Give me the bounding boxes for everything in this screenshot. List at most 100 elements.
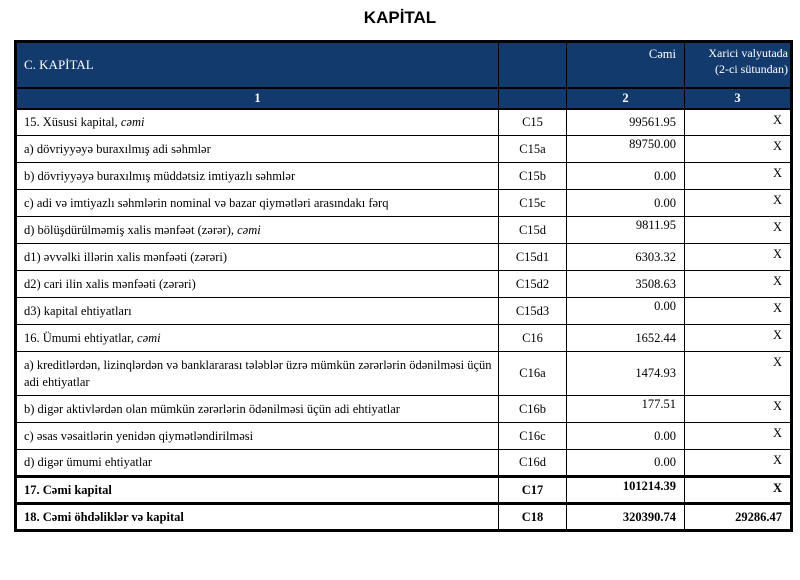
row-label-text: 15. Xüsusi kapital, [24, 114, 121, 129]
row-label-text: a) dövriyyəyə buraxılmış adi səhmlər [24, 141, 211, 156]
row-total: 3508.63 [566, 270, 685, 298]
row-foreign: X [684, 449, 792, 477]
total-header-cell: Cəmi [566, 41, 685, 89]
row-total: 0.00 [566, 422, 685, 450]
row-label-text: d) digər ümumi ehtiyatlar [24, 455, 153, 470]
row-label-text: d3) kapital ehtiyatları [24, 303, 132, 318]
column-number-3: 3 [684, 87, 792, 110]
row-label: 16. Ümumi ehtiyatlar, cəmi [15, 324, 499, 352]
table-row: a) kreditlərdən, lizinqlərdən və banklar… [15, 351, 792, 396]
table-row: d2) cari ilin xalis mənfəəti (zərəri) C1… [15, 270, 792, 298]
row-code: C16b [498, 395, 567, 423]
row-label: 18. Cəmi öhdəliklər və kapital [15, 502, 499, 531]
row-code: C15 [498, 108, 567, 136]
row-label: d3) kapital ehtiyatları [15, 297, 499, 325]
row-foreign: X [684, 324, 792, 352]
table-row: d) digər ümumi ehtiyatlar C16d 0.00 X [15, 449, 792, 477]
row-total: 0.00 [566, 297, 685, 325]
row-total: 1474.93 [566, 351, 685, 396]
table-row: 15. Xüsusi kapital, cəmi C15 99561.95 X [15, 108, 792, 136]
row-total: 9811.95 [566, 216, 685, 244]
row-code: C15c [498, 189, 567, 217]
row-foreign: X [684, 135, 792, 163]
column-number-2: 2 [566, 87, 685, 110]
row-code: C15b [498, 162, 567, 190]
row-label-italic: cəmi [120, 114, 145, 129]
row-label-text: b) digər aktivlərdən olan mümkün zərərlə… [24, 401, 400, 416]
table-row: b) digər aktivlərdən olan mümkün zərərlə… [15, 395, 792, 423]
row-foreign: X [684, 475, 792, 504]
row-total: 89750.00 [566, 135, 685, 163]
row-label: d) digər ümumi ehtiyatlar [15, 449, 499, 477]
row-code: C16d [498, 449, 567, 477]
row-label-italic: cəmi [237, 222, 261, 237]
row-total: 101214.39 [566, 475, 685, 504]
row-label: c) əsas vəsaitlərin yenidən qiymətləndir… [15, 422, 499, 450]
row-label-text: b) dövriyyəyə buraxılmış müddətsiz imtiy… [24, 168, 296, 183]
row-label: a) kreditlərdən, lizinqlərdən və banklar… [15, 351, 499, 396]
row-label: b) dövriyyəyə buraxılmış müddətsiz imtiy… [15, 162, 499, 190]
row-label-text: 17. Cəmi kapital [24, 482, 112, 497]
row-code: C15d3 [498, 297, 567, 325]
row-total: 320390.74 [566, 502, 685, 531]
row-foreign: X [684, 108, 792, 136]
row-label-italic: cəmi [137, 330, 161, 345]
column-number-empty [498, 87, 567, 110]
row-label-text: 16. Ümumi ehtiyatlar, [24, 330, 138, 345]
row-code: C18 [498, 502, 567, 531]
row-label: d1) əvvəlki illərin xalis mənfəəti (zərə… [15, 243, 499, 271]
header-row-numbers: 1 2 3 [15, 87, 792, 110]
foreign-header-line1: Xarici valyutada [708, 46, 788, 60]
row-foreign: X [684, 189, 792, 217]
header-row-titles: C. KAPİTAL Cəmi Xarici valyutada (2-ci s… [15, 41, 792, 89]
row-label: 15. Xüsusi kapital, cəmi [15, 108, 499, 136]
row-code: C16a [498, 351, 567, 396]
kapital-table: C. KAPİTAL Cəmi Xarici valyutada (2-ci s… [14, 40, 793, 532]
row-foreign: X [684, 351, 792, 396]
row-foreign: X [684, 422, 792, 450]
row-code: C16c [498, 422, 567, 450]
table-row: d1) əvvəlki illərin xalis mənfəəti (zərə… [15, 243, 792, 271]
row-foreign: X [684, 216, 792, 244]
row-total: 0.00 [566, 189, 685, 217]
page-title: KAPİTAL [363, 8, 437, 27]
table-row: d) bölüşdürülməmiş xalis mənfəət (zərər)… [15, 216, 792, 244]
row-code: C16 [498, 324, 567, 352]
row-total: 99561.95 [566, 108, 685, 136]
table-row-total-capital: 17. Cəmi kapital C17 101214.39 X [15, 475, 792, 504]
row-foreign: X [684, 395, 792, 423]
foreign-header-cell: Xarici valyutada (2-ci sütundan) [684, 41, 792, 89]
row-label: d2) cari ilin xalis mənfəəti (zərəri) [15, 270, 499, 298]
row-code: C15a [498, 135, 567, 163]
row-code: C17 [498, 475, 567, 504]
row-label: b) digər aktivlərdən olan mümkün zərərlə… [15, 395, 499, 423]
row-total: 6303.32 [566, 243, 685, 271]
row-total: 0.00 [566, 449, 685, 477]
row-label-text: a) kreditlərdən, lizinqlərdən və banklar… [24, 357, 492, 389]
row-label-text: d2) cari ilin xalis mənfəəti (zərəri) [24, 276, 196, 291]
row-foreign: X [684, 162, 792, 190]
row-total: 0.00 [566, 162, 685, 190]
row-label: c) adi və imtiyazlı səhmlərin nominal və… [15, 189, 499, 217]
row-label-text: c) əsas vəsaitlərin yenidən qiymətləndir… [24, 428, 254, 443]
row-foreign: 29286.47 [684, 502, 792, 531]
row-label: d) bölüşdürülməmiş xalis mənfəət (zərər)… [15, 216, 499, 244]
row-label: a) dövriyyəyə buraxılmış adi səhmlər [15, 135, 499, 163]
row-total: 1652.44 [566, 324, 685, 352]
row-foreign: X [684, 270, 792, 298]
table-row: a) dövriyyəyə buraxılmış adi səhmlər C15… [15, 135, 792, 163]
table-row: d3) kapital ehtiyatları C15d3 0.00 X [15, 297, 792, 325]
row-code: C15d2 [498, 270, 567, 298]
row-foreign: X [684, 297, 792, 325]
table-row: b) dövriyyəyə buraxılmış müddətsiz imtiy… [15, 162, 792, 190]
table-row: 16. Ümumi ehtiyatlar, cəmi C16 1652.44 X [15, 324, 792, 352]
column-number-1: 1 [15, 87, 499, 110]
row-label: 17. Cəmi kapital [15, 475, 499, 504]
row-code: C15d1 [498, 243, 567, 271]
row-code: C15d [498, 216, 567, 244]
row-foreign: X [684, 243, 792, 271]
section-header-cell: C. KAPİTAL [15, 41, 499, 89]
row-total: 177.51 [566, 395, 685, 423]
row-label-text: c) adi və imtiyazlı səhmlərin nominal və… [24, 195, 389, 210]
table-row: c) adi və imtiyazlı səhmlərin nominal və… [15, 189, 792, 217]
